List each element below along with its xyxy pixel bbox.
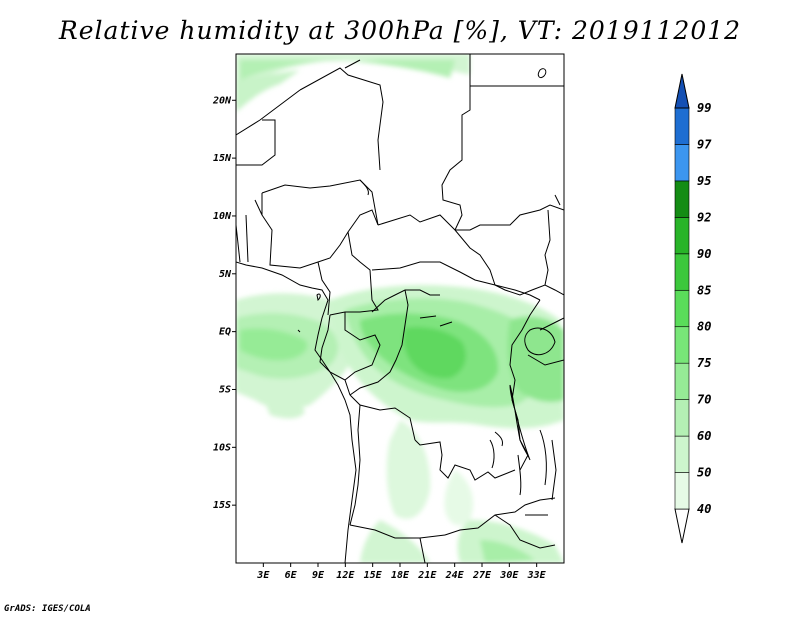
colorbar-segment	[675, 144, 689, 180]
colorbar-label: 70	[697, 393, 711, 407]
colorbar-label: 97	[697, 137, 712, 151]
lat-tick-label: 10N	[213, 211, 232, 222]
colorbar-segment	[675, 400, 689, 436]
colorbar-segment	[675, 254, 689, 290]
colorbar-above-triangle	[675, 74, 689, 108]
lon-tick-label: 27E	[472, 570, 492, 581]
colorbar-label: 85	[697, 283, 711, 297]
colorbar-label: 80	[697, 320, 711, 334]
lon-tick-label: 6E	[285, 570, 298, 581]
lon-tick-label: 30E	[499, 570, 519, 581]
lon-tick-label: 24E	[445, 570, 465, 581]
colorbar-segment	[675, 473, 689, 509]
colorbar-segment	[675, 108, 689, 144]
colorbar-label: 95	[697, 174, 711, 188]
colorbar-label: 75	[697, 356, 711, 370]
lon-tick-label: 18E	[391, 570, 410, 581]
latitude-axis: 20N 15N 10N 5N EQ 5S 10S 15S	[212, 95, 236, 511]
colorbar-below-triangle	[675, 509, 689, 543]
longitude-axis: 3E 6E 9E 12E 15E 18E 21E 24E 27E 30E 33E	[256, 563, 546, 581]
lon-tick-label: 21E	[417, 570, 437, 581]
colorbar-label: 92	[697, 210, 711, 224]
colorbar-segment	[675, 181, 689, 217]
colorbar-label: 50	[697, 466, 711, 480]
humidity-field	[236, 54, 564, 563]
lat-tick-label: 5N	[219, 269, 232, 280]
lat-tick-label: 10S	[213, 442, 231, 453]
lat-tick-label: 15N	[213, 153, 232, 164]
colorbar-segment	[675, 327, 689, 363]
lon-tick-label: 12E	[336, 570, 355, 581]
lon-tick-label: 3E	[256, 570, 270, 581]
colorbar-segment	[675, 363, 689, 399]
colorbar-segment	[675, 436, 689, 472]
colorbar-segment	[675, 217, 689, 253]
colorbar: 40 50 60 70 75 80 85 90 92 95 97 99	[675, 74, 712, 543]
lon-tick-label: 33E	[527, 570, 547, 581]
lat-tick-label: 20N	[212, 95, 232, 106]
lat-tick-label: 5S	[219, 384, 231, 395]
lat-tick-label: 15S	[213, 500, 231, 511]
lat-tick-label: EQ	[219, 327, 231, 338]
lon-tick-label: 9E	[312, 570, 325, 581]
colorbar-label: 60	[697, 429, 711, 443]
colorbar-label: 99	[697, 101, 711, 115]
credit-label: GrADS: IGES/COLA	[4, 604, 91, 614]
lon-tick-label: 15E	[364, 570, 383, 581]
colorbar-label: 90	[697, 247, 711, 261]
colorbar-segment	[675, 290, 689, 326]
colorbar-label: 40	[697, 502, 711, 516]
